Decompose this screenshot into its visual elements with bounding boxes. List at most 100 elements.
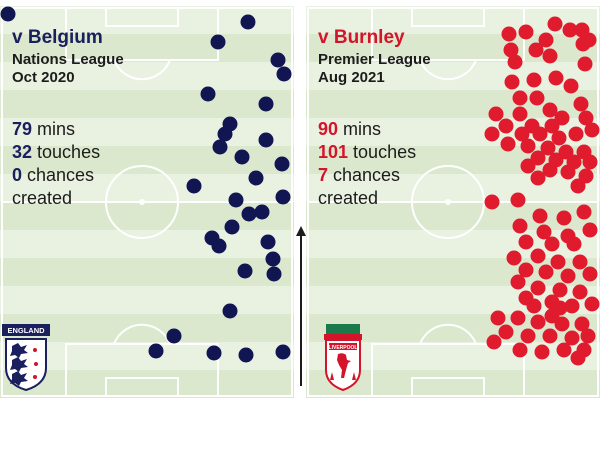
touch-dot	[544, 118, 560, 134]
touch-dot	[582, 266, 598, 282]
competition-label: Premier League	[318, 51, 431, 68]
touch-map-panel-burnley: v Burnley Premier League Aug 2021 90 min…	[306, 6, 600, 398]
match-date: Aug 2021	[318, 69, 385, 86]
chances-stat: 7 chances	[318, 164, 416, 187]
touch-dot	[582, 222, 598, 238]
touch-dot	[547, 16, 563, 32]
pitch-lines	[1, 7, 293, 397]
touches-label: touches	[32, 142, 101, 162]
touch-dot	[530, 314, 546, 330]
touch-dot	[580, 328, 596, 344]
pitch-stripe	[0, 286, 294, 315]
touch-dot	[528, 42, 544, 58]
touch-dot	[520, 328, 536, 344]
pitch-stripe	[0, 370, 294, 398]
touch-dot	[237, 263, 253, 279]
opponent-title: v Belgium	[12, 27, 103, 48]
touch-dot	[574, 316, 590, 332]
crest-label: ENGLAND	[7, 326, 45, 335]
touch-dot	[584, 122, 600, 138]
touch-dot	[544, 236, 560, 252]
touch-dot	[578, 168, 594, 184]
minutes-value: 79	[12, 119, 33, 139]
touch-dot	[148, 343, 164, 359]
minutes-stat: 79 mins	[12, 118, 100, 141]
touch-dot	[530, 280, 546, 296]
touch-dot	[563, 78, 579, 94]
touch-dot	[484, 194, 500, 210]
chances-stat: 0 chances	[12, 164, 100, 187]
touch-dot	[558, 144, 574, 160]
touch-dot	[510, 274, 526, 290]
touch-dot	[566, 236, 582, 252]
touch-dot	[573, 96, 589, 112]
touch-dot	[550, 254, 566, 270]
touches-value: 32	[12, 142, 33, 162]
pitch-stripe	[0, 118, 294, 147]
pitch-stripe	[306, 202, 600, 231]
touch-dot	[248, 170, 264, 186]
touch-dot	[556, 210, 572, 226]
touch-dot	[498, 324, 514, 340]
touch-dot	[544, 308, 560, 324]
touch-dot	[488, 106, 504, 122]
touch-dot	[270, 52, 286, 68]
touch-dot	[556, 342, 572, 358]
minutes-value: 90	[318, 119, 339, 139]
touch-dot	[260, 234, 276, 250]
touch-dot	[518, 24, 534, 40]
touch-dot	[572, 254, 588, 270]
touch-dot	[520, 158, 536, 174]
touch-dot	[554, 110, 570, 126]
touch-dot	[564, 298, 580, 314]
touch-dot	[265, 251, 281, 267]
touch-dot	[536, 224, 552, 240]
touch-dot	[275, 344, 291, 360]
minutes-label: mins	[338, 119, 382, 139]
touch-dot	[254, 204, 270, 220]
touch-dot	[228, 192, 244, 208]
touch-dot	[166, 328, 182, 344]
touch-dot	[518, 234, 534, 250]
touch-dot	[241, 206, 257, 222]
touch-dot	[584, 296, 600, 312]
touch-dots-belgium	[0, 6, 292, 363]
touch-dot	[258, 132, 274, 148]
competition-label: Nations League	[12, 51, 124, 68]
touch-dot	[276, 66, 292, 82]
touch-dot	[572, 284, 588, 300]
touch-dot	[512, 106, 528, 122]
touch-dot	[275, 189, 291, 205]
minutes-stat: 90 mins	[318, 118, 416, 141]
touch-dot	[542, 162, 558, 178]
touch-dot	[0, 6, 16, 22]
touches-stat: 101 touches	[318, 141, 416, 164]
touch-dot	[530, 170, 546, 186]
touch-dot	[210, 34, 226, 50]
touches-label: touches	[348, 142, 417, 162]
touch-dot	[512, 90, 528, 106]
touch-dot	[538, 32, 554, 48]
touch-dot	[542, 48, 558, 64]
touch-dot	[530, 150, 546, 166]
touch-dot	[542, 102, 558, 118]
match-info: v Belgium Nations League Oct 2020	[12, 28, 124, 85]
touch-dot	[560, 164, 576, 180]
touch-dot	[486, 334, 502, 350]
touch-dot	[570, 178, 586, 194]
touch-dot	[530, 248, 546, 264]
opponent-title: v Burnley	[318, 27, 405, 48]
liverpool-crest-icon: LIVERPOOL	[324, 324, 362, 392]
touch-dot	[212, 139, 228, 155]
touches-value: 101	[318, 142, 349, 162]
chances-value: 0	[12, 165, 23, 185]
minutes-label: mins	[32, 119, 76, 139]
touch-dot	[240, 14, 256, 30]
pitch-stripe	[0, 62, 294, 91]
chances-value: 7	[318, 165, 329, 185]
touch-dot	[564, 330, 580, 346]
touch-map-panel-belgium: v Belgium Nations League Oct 2020 79 min…	[0, 6, 294, 398]
touch-dot	[224, 219, 240, 235]
touch-dot	[234, 149, 250, 165]
chances-label: chances	[22, 165, 95, 185]
